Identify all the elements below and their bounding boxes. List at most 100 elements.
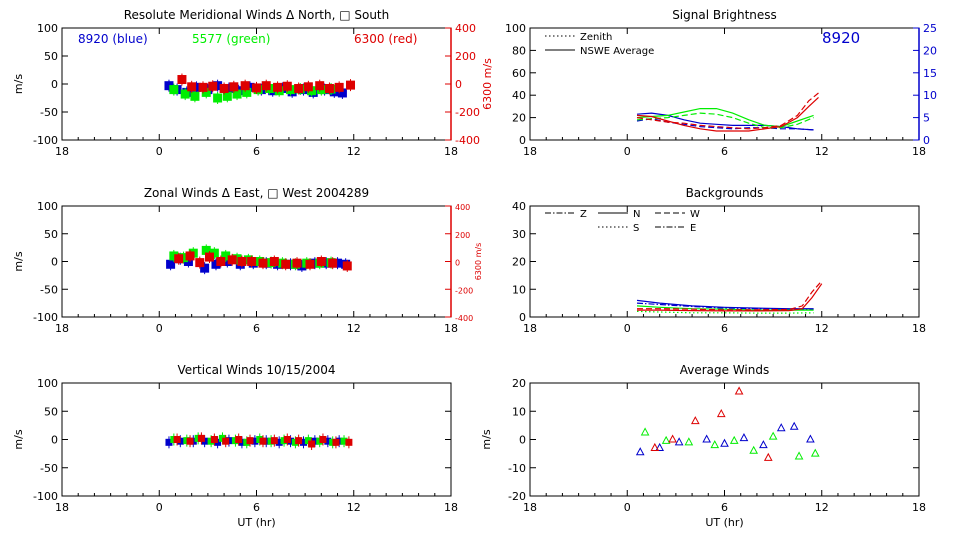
- backgrounds-series-red-solid: [637, 283, 823, 312]
- zonal-point-red: [247, 257, 257, 266]
- meridional-point-green: [190, 91, 200, 101]
- meridional-y2-label: 6300 m/s: [481, 58, 494, 110]
- average-point-blue: [776, 423, 786, 432]
- zonal-point-red: [316, 257, 326, 266]
- vertical-x-tick-label: 12: [347, 501, 361, 514]
- meridional-point-red: [198, 82, 208, 92]
- meridional-point-red: [282, 81, 292, 91]
- vertical-point-red: [235, 436, 243, 443]
- average-point-green: [810, 448, 820, 457]
- zonal-x-tick-label: 18: [55, 322, 69, 335]
- vertical-point-red: [332, 438, 340, 446]
- brightness-y2-tick-label: 25: [923, 22, 937, 35]
- average-y-tick-label: 20: [512, 377, 526, 390]
- vertical-y-tick-label: 0: [51, 434, 58, 447]
- average-point-red: [734, 386, 744, 395]
- meridional-y2-tick-label: 400: [455, 22, 476, 35]
- meridional-x-tick-label: 18: [55, 145, 69, 158]
- zonal-title: Zonal Winds Δ East, □ West 2004289: [144, 186, 369, 200]
- meridional-point-red: [294, 83, 304, 93]
- brightness-y2-tick-label: 15: [923, 67, 937, 80]
- vertical-y-tick-label: 50: [44, 405, 58, 418]
- brightness-x-tick-label: 18: [912, 145, 926, 158]
- zonal-y2-tick-label: 200: [455, 231, 470, 240]
- meridional-point-red: [273, 82, 283, 92]
- zonal-y2-tick-label: 400: [455, 203, 470, 212]
- zonal-y-tick-label: -50: [40, 283, 58, 296]
- brightness-title: Signal Brightness: [672, 8, 777, 22]
- average-point-red: [650, 442, 660, 451]
- meridional-point-red: [315, 81, 325, 91]
- average-point-green: [661, 435, 671, 444]
- zonal-point-red: [174, 254, 184, 264]
- backgrounds-x-tick-label: 18: [523, 322, 537, 335]
- average-point-green: [710, 440, 720, 449]
- average-point-red: [763, 452, 773, 461]
- average-y-tick-label: -20: [508, 490, 526, 503]
- average-point-green: [794, 451, 804, 460]
- meridional-x-tick-label: 0: [156, 145, 163, 158]
- average-x-tick-label: 6: [721, 501, 728, 514]
- brightness-series-green-dashed: [636, 112, 814, 129]
- vertical-point-red: [222, 437, 230, 445]
- average-x-tick-label: 12: [815, 501, 829, 514]
- legend-bg-label-3: S: [633, 223, 639, 234]
- zonal-point-red: [204, 252, 214, 262]
- backgrounds-y-tick-label: 0: [519, 311, 526, 324]
- zonal-point-red: [281, 259, 291, 269]
- vertical-point-red: [259, 437, 267, 445]
- average-point-blue: [674, 437, 684, 446]
- vertical-y-tick-label: -50: [40, 462, 58, 475]
- legend-bg-label-0: Z: [580, 209, 587, 220]
- zonal-x-tick-label: 18: [444, 322, 458, 335]
- meridional-point-green: [213, 93, 223, 103]
- zonal-point-red: [258, 258, 268, 268]
- meridional-annotation-2: 6300 (red): [354, 32, 417, 46]
- brightness-y2-tick-label: 10: [923, 89, 937, 102]
- vertical-point-red: [283, 436, 291, 443]
- brightness-y-tick-label: 20: [512, 112, 526, 125]
- brightness-annotation: 8920: [822, 29, 860, 47]
- zonal-y2-label: 6300 m/s: [474, 243, 483, 281]
- brightness-x-tick-label: 12: [815, 145, 829, 158]
- meridional-x-tick-label: 18: [444, 145, 458, 158]
- meridional-y-tick-label: 100: [37, 22, 58, 35]
- meridional-y-tick-label: -50: [40, 106, 58, 119]
- average-point-blue: [759, 440, 768, 449]
- backgrounds-series-red-dashed: [637, 280, 823, 311]
- average-point-green: [768, 431, 778, 440]
- meridional-annotation-1: 5577 (green): [192, 32, 270, 46]
- meridional-annotation-0: 8920 (blue): [78, 32, 148, 46]
- brightness-x-tick-label: 0: [624, 145, 631, 158]
- brightness-y-tick-label: 0: [519, 134, 526, 147]
- zonal-point-red: [227, 255, 237, 265]
- meridional-y-tick-label: 0: [51, 78, 58, 91]
- backgrounds-x-tick-label: 18: [912, 322, 926, 335]
- zonal-point-red: [185, 251, 195, 261]
- legend-zenith-label: Zenith: [580, 32, 612, 43]
- meridional-x-tick-label: 6: [253, 145, 260, 158]
- meridional-point-red: [219, 83, 229, 93]
- vertical-x-tick-label: 18: [444, 501, 458, 514]
- meridional-point-red: [346, 80, 356, 90]
- average-x-tick-label: 18: [523, 501, 537, 514]
- backgrounds-frame: [529, 205, 920, 318]
- average-point-green: [684, 437, 694, 446]
- meridional-point-red: [334, 82, 344, 92]
- backgrounds-x-tick-label: 6: [721, 322, 728, 335]
- backgrounds-series-green-dotted: [636, 310, 814, 314]
- average-y-label: m/s: [480, 429, 493, 449]
- meridional-point-red: [240, 81, 250, 91]
- zonal-point-red: [216, 257, 226, 266]
- average-x-label: UT (hr): [705, 516, 743, 529]
- vertical-point-red: [197, 434, 205, 442]
- zonal-y-tick-label: 50: [44, 228, 58, 241]
- zonal-x-tick-label: 12: [347, 322, 361, 335]
- zonal-point-red: [195, 258, 205, 268]
- zonal-y2-tick-label: -200: [455, 286, 473, 295]
- average-point-green: [749, 445, 759, 454]
- meridional-point-red: [208, 81, 218, 91]
- backgrounds-y-tick-label: 20: [512, 256, 526, 269]
- meridional-y2-tick-label: -400: [455, 134, 480, 147]
